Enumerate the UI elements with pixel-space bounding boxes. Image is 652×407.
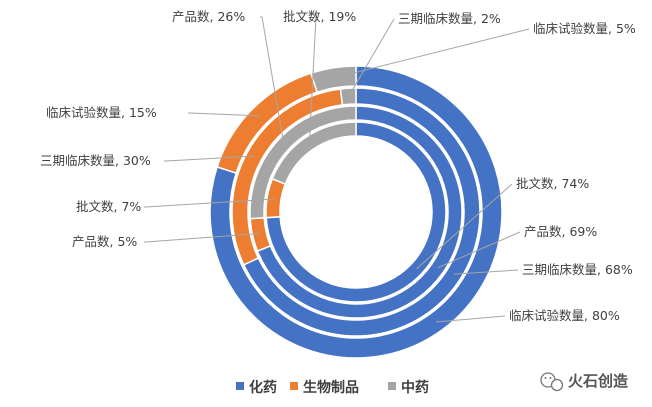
leader-approvals-chem (416, 183, 513, 270)
label-clinical-trials-tcm: 临床试验数量, 5% (533, 21, 636, 36)
ring-approvals-tcm-slice (271, 121, 357, 185)
legend-label-tcm: 中药 (401, 379, 429, 396)
ring-products-tcm-slice (249, 105, 357, 220)
leader-lines (144, 16, 530, 323)
label-products-chem: 产品数, 69% (524, 224, 597, 239)
label-products-bio: 产品数, 5% (72, 234, 137, 249)
leader-products-bio (144, 233, 260, 243)
label-clinical-trials-chem: 临床试验数量, 80% (509, 308, 620, 323)
legend-swatch-bio (290, 382, 298, 390)
leader-clinical-trials-tcm (334, 28, 530, 79)
legend-label-bio: 生物制品 (303, 379, 359, 396)
ring-phase3-tcm-slice (339, 87, 357, 106)
label-approvals-chem: 批文数, 74% (516, 176, 589, 191)
leader-products-tcm (260, 16, 285, 145)
watermark: 火石创造 (540, 372, 628, 392)
rings-group (209, 65, 503, 359)
label-approvals-tcm: 批文数, 19% (283, 9, 356, 24)
label-phase3-chem: 三期临床数量, 68% (522, 262, 633, 277)
label-products-tcm: 产品数, 26% (172, 9, 245, 24)
label-phase3-bio: 三期临床数量, 30% (40, 153, 151, 168)
leader-approvals-bio (144, 198, 275, 208)
leader-phase3-tcm (348, 18, 395, 97)
legend-swatch-chem (236, 382, 244, 390)
leader-clinical-trials-bio (188, 112, 260, 117)
leader-phase3-bio (164, 155, 255, 162)
ring-clinical-trials-tcm-slice (309, 65, 357, 94)
leader-clinical-trials-chem (435, 315, 506, 323)
leader-phase3-chem (453, 269, 519, 275)
legend-swatch-tcm (388, 382, 396, 390)
data-labels: 临床试验数量, 80% 临床试验数量, 15% 临床试验数量, 5% 三期临床数量, … (40, 9, 636, 323)
wechat-icon (540, 372, 564, 392)
watermark-text: 火石创造 (568, 372, 628, 390)
leader-products-chem (437, 231, 521, 269)
legend: 化药 生物制品 中药 (236, 379, 429, 396)
ring-clinical-trials-chem-slice (209, 65, 503, 359)
label-phase3-tcm: 三期临床数量, 2% (398, 11, 501, 26)
leader-approvals-tcm (308, 16, 317, 144)
label-clinical-trials-bio: 临床试验数量, 15% (46, 105, 157, 120)
legend-label-chem: 化药 (249, 379, 277, 396)
label-approvals-bio: 批文数, 7% (76, 199, 141, 214)
